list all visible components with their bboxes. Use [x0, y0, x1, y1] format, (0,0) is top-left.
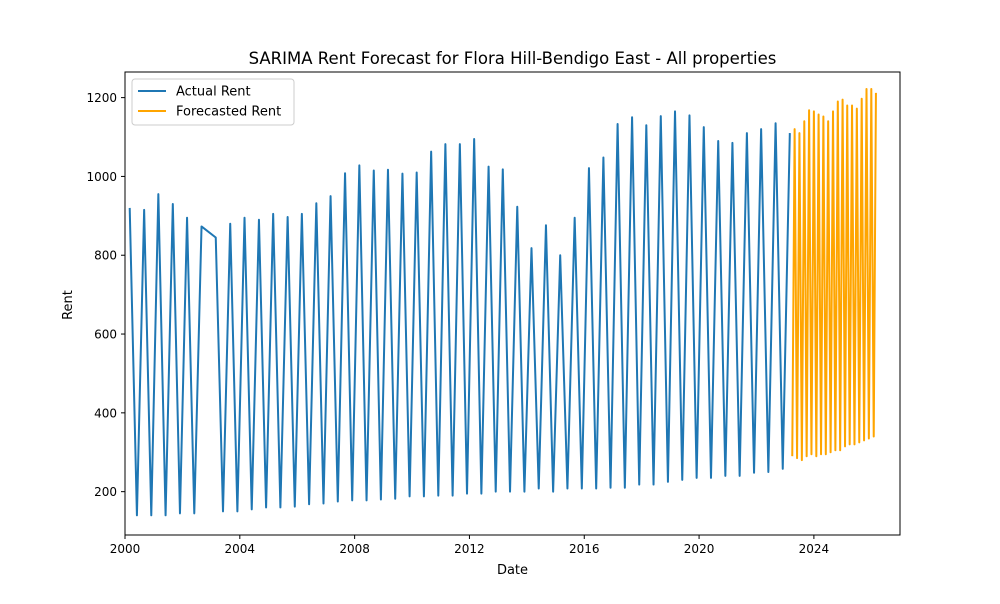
y-tick-label: 1000: [86, 170, 117, 184]
legend-label-forecasted-rent: Forecasted Rent: [176, 105, 281, 120]
chart-title: SARIMA Rent Forecast for Flora Hill-Bend…: [249, 49, 777, 68]
x-axis-label: Date: [497, 563, 528, 578]
legend: Actual Rent Forecasted Rent: [131, 78, 295, 126]
x-tick-label: 2016: [569, 542, 600, 556]
y-tick-label: 200: [94, 485, 117, 499]
x-tick-label: 2000: [110, 542, 141, 556]
plot-frame: [124, 71, 901, 536]
legend-label-actual-rent: Actual Rent: [176, 85, 251, 100]
y-tick-label: 600: [94, 328, 117, 342]
x-tick-label: 2004: [225, 542, 256, 556]
series-line-actual-rent: [128, 110, 791, 517]
x-tick-label: 2024: [799, 542, 830, 556]
y-axis-label: Rent: [61, 290, 76, 320]
x-tick-label: 2008: [339, 542, 370, 556]
x-tick-label: 2020: [684, 542, 715, 556]
y-tick-label: 400: [94, 406, 117, 420]
series-line-forecasted-rent: [791, 87, 877, 462]
y-tick-label: 800: [94, 249, 117, 263]
x-tick-label: 2012: [454, 542, 485, 556]
series-layer: [128, 87, 877, 517]
y-tick-label: 1200: [86, 91, 117, 105]
legend-box: [131, 78, 295, 126]
axes-layer: 2000 2004 2008 2012 2016 2020 2024 200 400 600 800…: [86, 71, 901, 556]
